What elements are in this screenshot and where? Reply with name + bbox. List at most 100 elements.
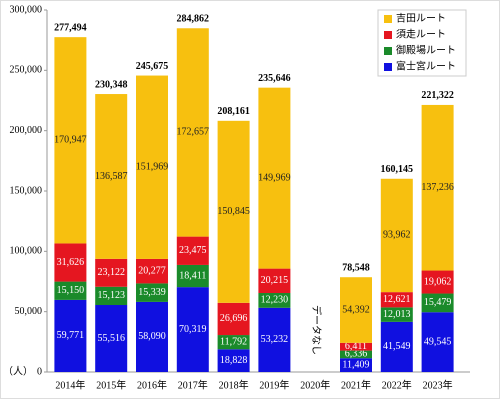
value-label: 172,657 xyxy=(177,127,210,138)
bar-segment xyxy=(136,301,168,372)
value-label: 12,230 xyxy=(261,295,289,306)
bar-segment xyxy=(136,75,168,259)
total-label: 284,862 xyxy=(177,14,210,25)
y-tick-label: 300,000 xyxy=(10,4,43,15)
value-label: 23,122 xyxy=(97,267,125,278)
bar-segment xyxy=(217,120,250,303)
total-label: 277,494 xyxy=(54,22,87,33)
bar-segment xyxy=(340,350,372,359)
value-label: 23,475 xyxy=(179,245,207,256)
bar-segment xyxy=(380,178,413,293)
bar-segment xyxy=(217,302,250,336)
legend-box xyxy=(377,9,467,77)
y-tick-label: 200,000 xyxy=(10,125,43,136)
bar-segment xyxy=(95,305,128,372)
value-label: 20,277 xyxy=(138,265,166,276)
value-label: 12,013 xyxy=(383,309,411,320)
value-label: 31,626 xyxy=(57,257,85,268)
value-label: 15,150 xyxy=(57,285,85,296)
value-label: 11,792 xyxy=(220,336,247,347)
total-label: 230,348 xyxy=(95,79,128,90)
bar-segment xyxy=(380,321,413,372)
bar-segment xyxy=(176,236,209,265)
value-label: 150,845 xyxy=(217,206,250,217)
y-tick-label: 250,000 xyxy=(10,65,43,76)
bar-segment xyxy=(340,342,372,351)
value-label: 170,947 xyxy=(54,135,87,146)
total-label: 235,646 xyxy=(258,73,291,84)
y-tick-label: 100,000 xyxy=(10,246,43,257)
bar-segment xyxy=(421,293,454,313)
bar-segment xyxy=(54,37,87,244)
total-label: 245,675 xyxy=(136,61,169,72)
value-label: 54,392 xyxy=(342,304,370,315)
bar-segment xyxy=(217,349,250,372)
value-label: 15,339 xyxy=(138,287,166,298)
x-tick-label: 2022年 xyxy=(382,378,412,391)
total-label: 208,161 xyxy=(217,106,250,117)
legend-swatch xyxy=(384,15,392,23)
value-label: 15,479 xyxy=(424,297,452,308)
value-label: 58,090 xyxy=(138,331,166,342)
value-label: 26,696 xyxy=(220,313,248,324)
value-label: 6,411 xyxy=(345,341,367,352)
bar-segment xyxy=(258,293,291,308)
value-label: 41,549 xyxy=(383,341,411,352)
bar-segment xyxy=(95,94,128,259)
bar-segment xyxy=(54,299,87,372)
value-label: 59,771 xyxy=(57,330,85,341)
value-label: 49,545 xyxy=(424,336,452,347)
bar-segment xyxy=(258,87,291,269)
total-label: 78,548 xyxy=(342,263,370,274)
bar-segment xyxy=(54,281,87,300)
value-label: 18,828 xyxy=(220,355,248,366)
value-label: 15,123 xyxy=(97,290,125,301)
y-tick-label: 150,000 xyxy=(10,185,43,196)
value-label: 20,215 xyxy=(261,275,289,286)
legend-label: 須走ルート xyxy=(396,28,446,40)
value-label: 149,969 xyxy=(258,172,291,183)
x-tick-label: 2016年 xyxy=(137,378,167,391)
value-label: 19,062 xyxy=(424,276,452,287)
bar-segment xyxy=(54,243,87,282)
x-tick-label: 2017年 xyxy=(178,378,208,391)
value-label: 12,621 xyxy=(383,294,411,305)
legend-swatch xyxy=(384,63,392,71)
value-label: 11,409 xyxy=(342,359,369,370)
value-label: 137,236 xyxy=(421,182,454,193)
value-label: 93,962 xyxy=(383,230,411,241)
x-tick-label: 2015年 xyxy=(96,378,126,391)
x-tick-label: 2021年 xyxy=(341,378,371,391)
value-label: 53,232 xyxy=(261,334,289,345)
bar-segment xyxy=(380,307,413,322)
legend-label: 吉田ルート xyxy=(396,12,446,24)
x-tick-label: 2018年 xyxy=(219,378,249,391)
x-tick-label: 2014年 xyxy=(55,378,85,391)
y-tick-label: 0 xyxy=(37,366,42,377)
legend-label: 富士宮ルート xyxy=(396,59,456,72)
bar-segment xyxy=(421,312,454,372)
bar-segment xyxy=(176,264,209,288)
bar-segment xyxy=(421,104,454,271)
bar-segment xyxy=(136,283,168,302)
x-tick-label: 2019年 xyxy=(259,378,289,391)
bar-segment xyxy=(340,277,372,343)
bar-segment xyxy=(217,335,250,350)
total-label: 221,322 xyxy=(421,90,454,101)
value-label: 18,411 xyxy=(179,270,206,281)
bar-segment xyxy=(340,358,372,372)
bar-segment xyxy=(176,287,209,372)
bar-segment xyxy=(258,268,291,294)
bar-segment xyxy=(95,286,128,306)
bar-segment xyxy=(380,292,413,308)
y-axis-label: （人） xyxy=(3,365,33,377)
bar-segment xyxy=(176,28,209,237)
value-label: 6,336 xyxy=(345,349,368,360)
value-label: 136,587 xyxy=(95,171,128,182)
bar-segment xyxy=(136,258,168,284)
bar-segment xyxy=(421,270,454,294)
legend-swatch xyxy=(384,31,392,39)
legend-swatch xyxy=(384,47,392,55)
y-tick-label: 50,000 xyxy=(15,306,43,317)
